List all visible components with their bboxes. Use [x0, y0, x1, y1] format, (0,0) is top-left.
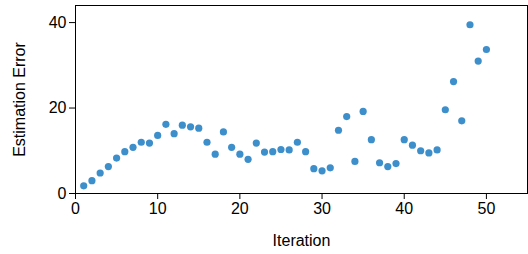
- svg-text:40: 40: [49, 14, 67, 31]
- svg-text:10: 10: [149, 200, 167, 217]
- svg-text:40: 40: [395, 200, 413, 217]
- svg-text:50: 50: [478, 200, 496, 217]
- svg-text:Estimation Error: Estimation Error: [11, 41, 28, 156]
- svg-text:0: 0: [71, 200, 80, 217]
- svg-text:Iteration: Iteration: [273, 232, 331, 249]
- svg-text:20: 20: [49, 99, 67, 116]
- svg-text:20: 20: [231, 200, 249, 217]
- svg-text:30: 30: [313, 200, 331, 217]
- svg-text:0: 0: [58, 185, 67, 202]
